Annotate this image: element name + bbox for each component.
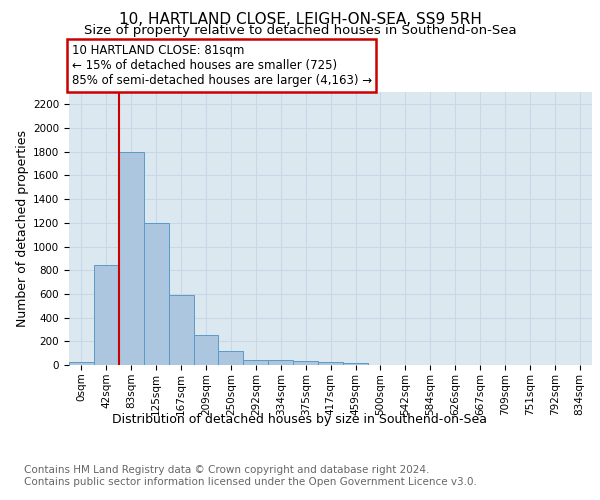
- Text: Distribution of detached houses by size in Southend-on-Sea: Distribution of detached houses by size …: [113, 412, 487, 426]
- Bar: [268, 360, 293, 365]
- Bar: [318, 362, 343, 365]
- Bar: [69, 362, 94, 365]
- Bar: [169, 295, 194, 365]
- Bar: [244, 360, 268, 365]
- Text: 10, HARTLAND CLOSE, LEIGH-ON-SEA, SS9 5RH: 10, HARTLAND CLOSE, LEIGH-ON-SEA, SS9 5R…: [119, 12, 481, 28]
- Bar: [194, 335, 218, 365]
- Bar: [119, 152, 144, 365]
- Bar: [293, 361, 318, 365]
- Bar: [144, 223, 169, 365]
- Bar: [343, 363, 368, 365]
- Text: Size of property relative to detached houses in Southend-on-Sea: Size of property relative to detached ho…: [83, 24, 517, 37]
- Bar: [94, 266, 119, 365]
- Bar: [218, 351, 244, 365]
- Text: Contains HM Land Registry data © Crown copyright and database right 2024.
Contai: Contains HM Land Registry data © Crown c…: [24, 465, 477, 486]
- Y-axis label: Number of detached properties: Number of detached properties: [16, 130, 29, 327]
- Text: 10 HARTLAND CLOSE: 81sqm
← 15% of detached houses are smaller (725)
85% of semi-: 10 HARTLAND CLOSE: 81sqm ← 15% of detach…: [71, 44, 372, 87]
